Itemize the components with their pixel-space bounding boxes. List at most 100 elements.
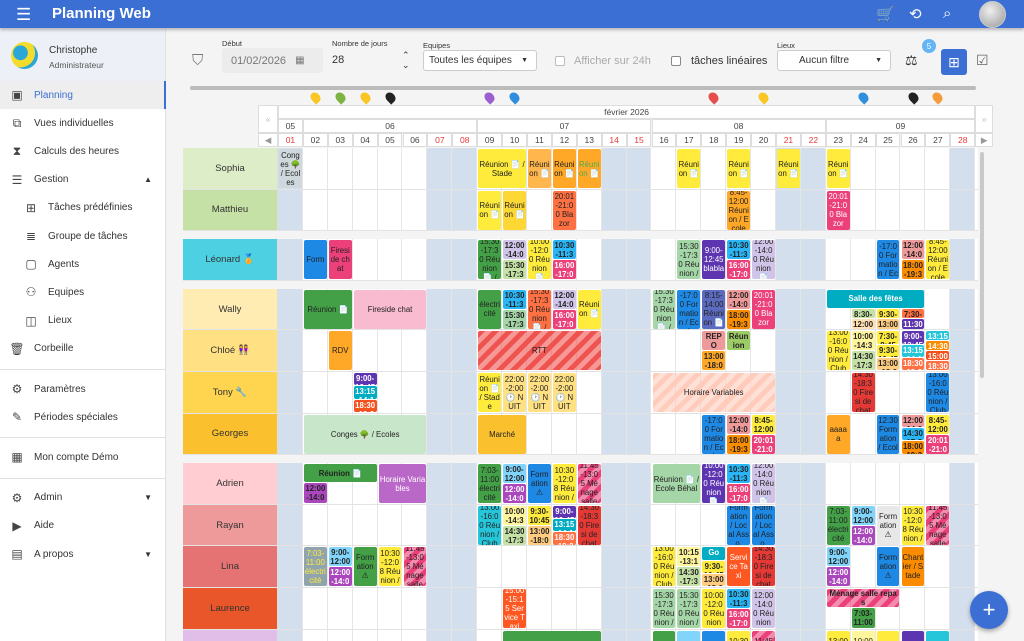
day-cell[interactable] xyxy=(527,588,552,629)
location-pin-icon[interactable] xyxy=(856,90,871,105)
day-cell[interactable] xyxy=(626,588,652,629)
location-pin-icon[interactable] xyxy=(333,90,348,105)
day-cell[interactable] xyxy=(925,189,951,231)
day-header[interactable]: 20 xyxy=(751,133,776,147)
day-cell[interactable] xyxy=(502,372,527,413)
task-block[interactable]: 13:15-14:15 xyxy=(552,519,576,532)
task-block[interactable]: 16:00-17:00 Blazor xyxy=(727,484,751,504)
day-cell[interactable] xyxy=(925,463,951,504)
day-cell[interactable] xyxy=(950,239,976,280)
task-block[interactable]: Forma xyxy=(702,630,726,641)
task-block[interactable]: 9:00-12:45 xyxy=(901,331,925,344)
day-cell[interactable] xyxy=(477,504,503,546)
day-cell[interactable] xyxy=(452,372,478,413)
sidebar-item-a-propos[interactable]: ▤ A propos ▼ xyxy=(0,540,166,568)
task-block[interactable]: Réunion 📄 xyxy=(552,149,576,188)
day-cell[interactable] xyxy=(328,588,353,629)
day-cell[interactable] xyxy=(477,288,503,330)
location-pin-icon[interactable] xyxy=(905,90,921,105)
day-header[interactable]: 05 xyxy=(377,133,403,147)
day-cell[interactable] xyxy=(452,239,478,280)
day-cell[interactable] xyxy=(477,629,503,641)
day-cell[interactable] xyxy=(676,239,702,280)
day-header[interactable]: 28 xyxy=(950,133,976,147)
task-block[interactable]: 9:00-12:45 xyxy=(353,373,377,386)
day-cell[interactable] xyxy=(726,189,752,231)
day-cell[interactable] xyxy=(552,588,577,629)
day-cell[interactable] xyxy=(800,372,826,413)
task-block[interactable]: Fireside chat xyxy=(353,289,427,329)
day-cell[interactable] xyxy=(800,239,826,280)
day-cell[interactable] xyxy=(427,588,453,629)
task-block[interactable]: 22:00-2:00 🕑 NUIT xyxy=(552,373,576,412)
day-header[interactable]: 15 xyxy=(626,133,652,147)
task-block[interactable]: 12:00-14:00 Forma xyxy=(826,567,850,587)
day-cell[interactable] xyxy=(452,546,478,587)
day-cell[interactable] xyxy=(652,504,677,546)
task-block[interactable]: Réunion 📄 / Ecole Béhal xyxy=(652,464,701,504)
search-icon[interactable]: ⌕ xyxy=(943,5,952,22)
task-block[interactable]: 9:00-12:45 xyxy=(901,630,925,641)
day-cell[interactable] xyxy=(552,372,577,413)
day-cell[interactable] xyxy=(452,413,478,455)
task-block[interactable]: 10:30-11:30 Horair xyxy=(727,464,751,484)
day-header[interactable]: 11 xyxy=(527,133,552,147)
day-cell[interactable] xyxy=(851,504,876,546)
task-block[interactable]: Chantier / Stade xyxy=(901,547,925,587)
day-cell[interactable] xyxy=(776,413,801,455)
day-cell[interactable] xyxy=(328,239,353,280)
day-cell[interactable] xyxy=(626,463,652,504)
day-cell[interactable] xyxy=(278,629,303,641)
day-cell[interactable] xyxy=(626,148,652,189)
day-header[interactable]: 21 xyxy=(776,133,801,147)
task-block[interactable]: 10:30-12:08 xyxy=(727,630,751,641)
task-block[interactable]: 11:45-13:05 xyxy=(752,630,775,641)
day-cell[interactable] xyxy=(527,413,552,455)
agent-name[interactable]: Léonard 🏅 xyxy=(183,239,278,280)
day-cell[interactable] xyxy=(726,463,752,504)
task-block[interactable]: 14:30-17:30 Servic xyxy=(851,351,875,371)
sidebar-item-gestion[interactable]: ☰ Gestion ▲ xyxy=(0,166,166,194)
day-cell[interactable] xyxy=(751,239,776,280)
day-cell[interactable] xyxy=(328,148,353,189)
day-cell[interactable] xyxy=(626,629,652,641)
day-cell[interactable] xyxy=(701,629,727,641)
location-pin-icon[interactable] xyxy=(930,90,945,105)
day-cell[interactable] xyxy=(851,372,876,413)
day-cell[interactable] xyxy=(800,189,826,231)
day-cell[interactable] xyxy=(726,148,752,189)
day-cell[interactable] xyxy=(950,413,976,455)
task-block[interactable]: Réunion 📄 xyxy=(577,149,601,188)
day-cell[interactable] xyxy=(577,239,602,280)
day-cell[interactable] xyxy=(577,288,602,330)
task-block[interactable]: 13:00-16:00 Réunion / Club xyxy=(826,331,850,371)
day-cell[interactable] xyxy=(477,588,503,629)
location-pin-icon[interactable] xyxy=(507,90,522,105)
task-block[interactable]: 8:45-12:00 Réuni xyxy=(926,414,950,434)
task-block[interactable]: Réunion 📄 xyxy=(303,464,377,483)
day-cell[interactable] xyxy=(303,148,328,189)
task-block[interactable]: 9:00-12:00 Amina xyxy=(328,547,352,567)
day-cell[interactable] xyxy=(452,189,478,231)
task-block[interactable]: 9:30-10:45 xyxy=(876,344,900,358)
task-block[interactable]: 12:00-14:00 REPO xyxy=(901,240,925,260)
location-pin-icon[interactable] xyxy=(358,90,373,105)
task-block[interactable]: Formation ⚠ xyxy=(353,547,377,587)
location-pin-icon[interactable] xyxy=(706,90,721,105)
day-cell[interactable] xyxy=(876,148,901,189)
day-cell[interactable] xyxy=(278,239,303,280)
day-cell[interactable] xyxy=(950,189,976,231)
day-cell[interactable] xyxy=(577,629,602,641)
task-block[interactable]: Ménage salle repas xyxy=(826,589,900,607)
day-cell[interactable] xyxy=(378,546,403,587)
day-header[interactable]: 02 xyxy=(302,133,328,147)
day-cell[interactable] xyxy=(751,189,776,231)
days-value[interactable]: 28 xyxy=(332,54,345,66)
day-cell[interactable] xyxy=(452,463,478,504)
day-cell[interactable] xyxy=(577,413,602,455)
task-block[interactable]: Réunion 📄 xyxy=(528,149,551,188)
add-note-button[interactable]: ⊞ xyxy=(941,49,967,75)
day-header[interactable]: 01 xyxy=(278,133,303,147)
day-cell[interactable] xyxy=(378,629,403,641)
day-cell[interactable] xyxy=(378,504,403,546)
